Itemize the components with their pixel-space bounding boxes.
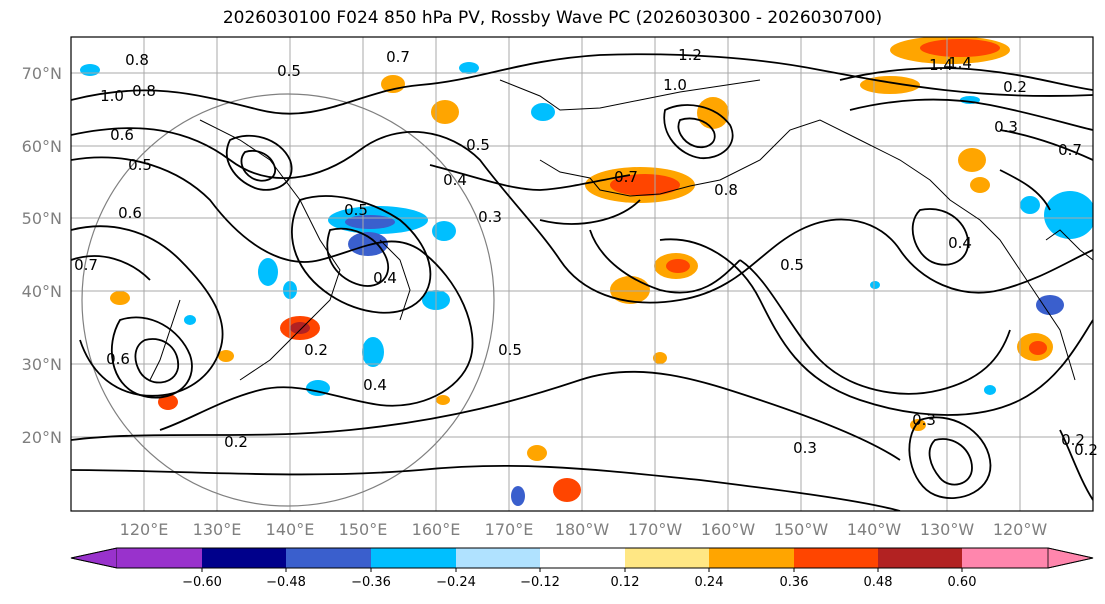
range-circle [81,93,495,507]
colorbar-tick-label: 0.24 [695,575,724,590]
colorbar-bin [794,548,878,568]
lon-label: 120°E [120,520,169,539]
colorbar-bin [456,548,540,568]
contour-label: 1.0 [100,87,124,105]
contour-label: 0.4 [363,376,387,394]
coastlines [149,79,1093,381]
contour-label: 0.7 [386,48,410,66]
lon-label: 180°W [555,520,610,539]
colorbar-bin [962,548,1048,568]
contour-label: 0.4 [948,234,972,252]
lon-label: 160°W [701,520,756,539]
contour-label: 0.5 [780,256,804,274]
colorbar-bin [202,548,286,568]
lat-label: 30°N [22,355,62,374]
contour-label: 0.6 [110,126,134,144]
contour-label: 0.4 [443,171,467,189]
colorbar-extend-high [1047,547,1094,569]
lat-label: 40°N [22,282,62,301]
contour-label: 0.3 [478,208,502,226]
colorbar-tick-label: −0.36 [351,575,391,590]
contour-label: 0.2 [1074,441,1098,459]
contour-label: 0.5 [277,62,301,80]
colorbar-tick-label: 0.60 [948,575,977,590]
lon-label: 170°E [485,520,534,539]
contour-label: 0.5 [128,156,152,174]
colorbar-tick-label: 0.12 [611,575,640,590]
colorbar: −0.60 −0.48 −0.36 −0.24 −0.12 0.12 0.24 0.36 0.4… [70,547,1094,590]
contour-label: 0.6 [118,204,142,222]
contour-label: 0.8 [125,51,149,69]
lon-label: 150°W [774,520,829,539]
colorbar-tick-label: −0.12 [520,575,560,590]
contour-label: 0.4 [373,269,397,287]
contour-label: 0.5 [344,201,368,219]
lat-label: 20°N [22,428,62,447]
contour-label: 0.7 [614,168,638,186]
contour-label: 0.5 [466,136,490,154]
colorbar-tick-label: −0.24 [436,575,476,590]
contour-label: 0.7 [1058,141,1082,159]
colorbar-bin [878,548,962,568]
colorbar-tick-label: 0.48 [864,575,893,590]
contour-label: 1.2 [678,46,702,64]
contour-label: 0.5 [498,341,522,359]
contour-label: 0.2 [224,433,248,451]
contour-label: 0.3 [793,439,817,457]
map-border [70,36,1094,512]
pv-contours [71,53,1093,511]
colorbar-bin [709,548,794,568]
graticule [71,37,1093,511]
contour-label: 0.2 [1061,431,1085,449]
lon-label: 130°E [193,520,242,539]
contour-label: 0.8 [714,181,738,199]
lat-label: 70°N [22,64,62,83]
contour-label: 0.7 [74,256,98,274]
contour-label: 1.4 [948,54,972,72]
colorbar-tick-label: 0.36 [780,575,809,590]
contour-label: 0.6 [106,350,130,368]
lat-label: 50°N [22,209,62,228]
lon-label: 140°W [847,520,902,539]
contour-label: 0.3 [994,118,1018,136]
colorbar-tick-label: −0.60 [182,575,222,590]
colorbar-bin [625,548,709,568]
lon-label: 140°E [266,520,315,539]
colorbar-bin [117,548,202,568]
contour-label: 1.0 [663,76,687,94]
lon-label: 130°W [920,520,975,539]
contour-label: 0.2 [1003,78,1027,96]
colorbar-tick-label: −0.48 [266,575,306,590]
map-title: 2026030100 F024 850 hPa PV, Rossby Wave … [222,8,883,28]
lat-label: 60°N [22,137,62,156]
colorbar-bin [371,548,456,568]
contour-label: 0.3 [912,411,936,429]
pv-anomaly-shading [80,37,1093,506]
lon-label: 170°W [628,520,683,539]
contour-label: 0.2 [304,341,328,359]
contour-label: 0.8 [132,82,156,100]
colorbar-extend-low [70,547,118,569]
lon-label: 150°E [339,520,388,539]
contour-label: 1.4 [929,56,953,74]
latitude-labels: 70°N 60°N 50°N 40°N 30°N 20°N [22,64,62,447]
colorbar-bin [286,548,371,568]
colorbar-bin [540,548,625,568]
colorbar-outline [70,547,1094,569]
lon-label: 120°W [993,520,1048,539]
longitude-labels: 120°E 130°E 140°E 150°E 160°E 170°E 180°W 170°W… [120,520,1048,539]
lon-label: 160°E [412,520,461,539]
contour-labels: 0.80.50.7 1.21.41.0 0.8 1.00.60.50.50.60.70… [74,46,1098,459]
